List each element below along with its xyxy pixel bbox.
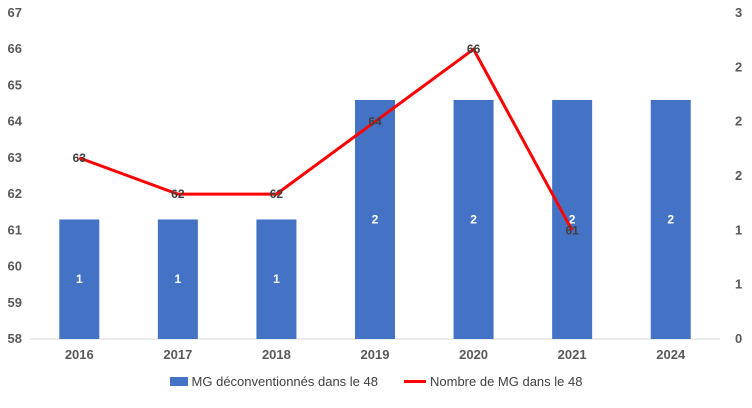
left-tick-label: 67 xyxy=(8,5,22,20)
line-data-label: 62 xyxy=(171,187,185,201)
right-tick-label: 2 xyxy=(735,114,742,129)
right-tick-label: 3 xyxy=(735,5,742,20)
legend-swatch-bars xyxy=(169,377,188,386)
right-tick-label: 2 xyxy=(735,168,742,183)
right-tick-label: 2 xyxy=(735,59,742,74)
bar xyxy=(552,99,593,339)
line-data-label: 64 xyxy=(368,115,382,129)
bar-series: 1 1 1 2 2 2 2 xyxy=(59,99,691,339)
line-data-label: 66 xyxy=(467,42,481,56)
legend-item-bars: MG déconventionnés dans le 48 xyxy=(169,374,378,389)
line-path xyxy=(78,46,574,232)
left-tick-label: 64 xyxy=(8,114,23,129)
bar-data-label: 2 xyxy=(372,212,379,226)
left-axis-ticks: 58 59 60 61 62 63 64 65 66 67 xyxy=(8,5,23,346)
bar xyxy=(157,219,198,339)
bar-data-label: 2 xyxy=(470,212,477,226)
right-tick-label: 0 xyxy=(735,331,742,346)
line-series: 63 62 62 64 66 61 xyxy=(73,42,580,237)
bar xyxy=(59,219,100,339)
bar xyxy=(453,99,494,339)
bar-data-label: 1 xyxy=(76,272,83,286)
left-tick-label: 63 xyxy=(8,150,22,165)
legend-swatch-line xyxy=(404,380,426,383)
left-tick-label: 62 xyxy=(8,186,22,201)
line-data-label: 63 xyxy=(73,151,87,165)
category-label: 2019 xyxy=(361,347,390,362)
legend-label-bars: MG déconventionnés dans le 48 xyxy=(191,374,378,389)
bar-data-label: 2 xyxy=(667,212,674,226)
bar xyxy=(650,99,691,339)
line-data-label: 61 xyxy=(565,223,579,237)
category-label: 2021 xyxy=(558,347,587,362)
category-label: 2017 xyxy=(163,347,192,362)
left-tick-label: 65 xyxy=(8,77,22,92)
category-label: 2016 xyxy=(65,347,94,362)
category-label: 2018 xyxy=(262,347,291,362)
legend: MG déconventionnés dans le 48 Nombre de … xyxy=(0,374,752,389)
left-tick-label: 61 xyxy=(8,222,22,237)
legend-label-line: Nombre de MG dans le 48 xyxy=(430,374,583,389)
bar-data-label: 1 xyxy=(273,272,280,286)
line-data-label: 62 xyxy=(270,187,284,201)
bar xyxy=(355,99,395,339)
left-tick-label: 59 xyxy=(8,295,22,310)
category-label: 2024 xyxy=(656,347,686,362)
right-tick-label: 1 xyxy=(735,222,742,237)
legend-item-line: Nombre de MG dans le 48 xyxy=(404,374,582,389)
right-tick-label: 1 xyxy=(735,277,742,292)
x-axis-ticks: 2016 2017 2018 2019 2020 2021 2024 xyxy=(65,347,686,362)
left-tick-label: 66 xyxy=(8,41,22,56)
right-axis-ticks: 0 1 1 2 2 2 3 xyxy=(735,5,742,346)
left-tick-label: 60 xyxy=(8,259,22,274)
category-label: 2020 xyxy=(459,347,488,362)
bar-data-label: 1 xyxy=(175,272,182,286)
bar xyxy=(256,219,297,339)
left-tick-label: 58 xyxy=(8,331,22,346)
bar-data-label: 2 xyxy=(569,212,576,226)
